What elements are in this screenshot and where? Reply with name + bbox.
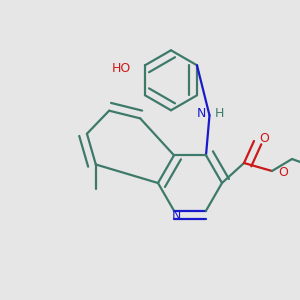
Text: N: N — [171, 209, 181, 222]
Text: HO: HO — [112, 62, 131, 75]
Text: O: O — [278, 167, 288, 179]
Text: O: O — [259, 131, 269, 145]
Text: H: H — [214, 107, 224, 120]
Text: N: N — [197, 107, 206, 120]
